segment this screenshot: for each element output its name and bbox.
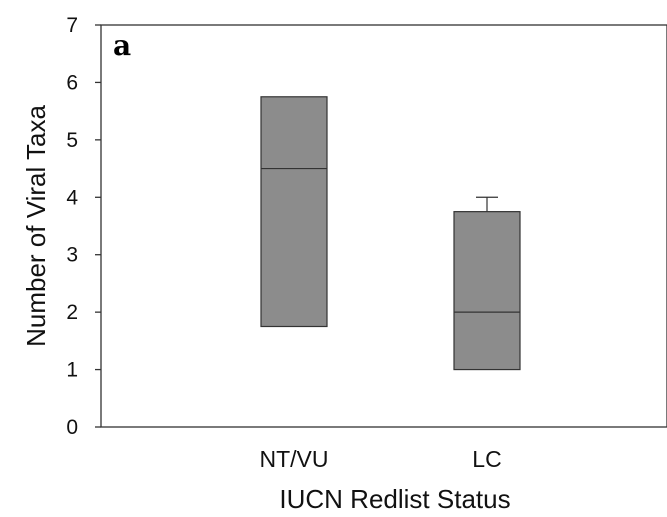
box-nt-vu — [260, 96, 328, 328]
plot-frame — [100, 24, 667, 428]
y-axis-title: Number of Viral Taxa — [21, 105, 51, 347]
y-tick-label: 2 — [66, 301, 78, 324]
y-tick-label: 4 — [66, 186, 78, 209]
y-tick-label: 6 — [66, 71, 78, 94]
y-axis: 0 1 2 3 4 5 6 7 — [66, 14, 101, 439]
y-tick-label: 1 — [66, 359, 78, 382]
box-lc — [453, 211, 521, 371]
x-tick-label: LC — [472, 446, 501, 472]
boxes — [260, 96, 521, 371]
y-tick-label: 7 — [66, 14, 78, 37]
y-tick-label: 5 — [66, 129, 78, 152]
x-axis: NT/VU LC — [260, 446, 502, 472]
y-tick-label: 0 — [66, 416, 78, 439]
x-tick-label: NT/VU — [260, 446, 329, 472]
y-tick-label: 3 — [66, 244, 78, 267]
panel-label: a — [113, 29, 131, 62]
x-axis-title: IUCN Redlist Status — [279, 484, 510, 514]
